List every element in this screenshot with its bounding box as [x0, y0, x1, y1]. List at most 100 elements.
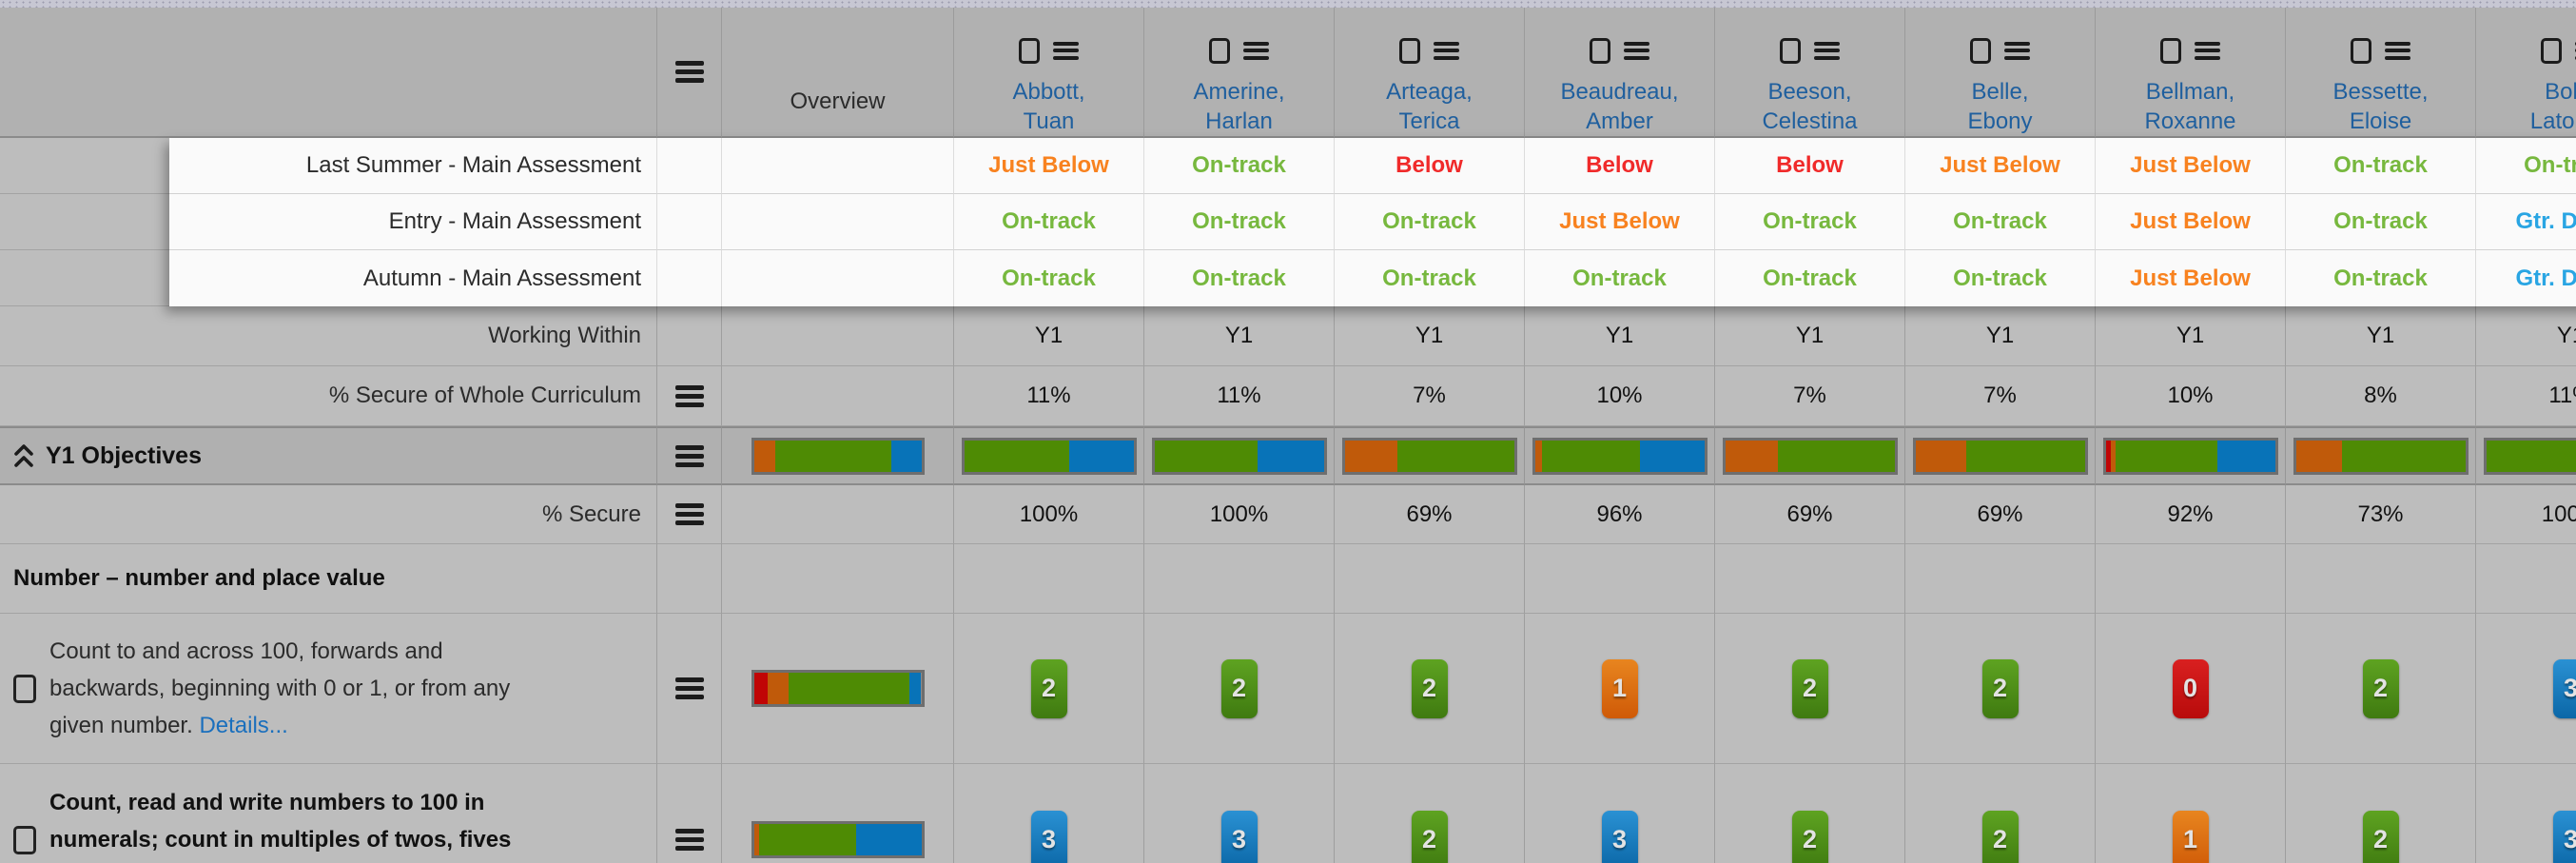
student-header-bessette[interactable]: Bessette, Eloise [2286, 8, 2476, 138]
score-tile[interactable]: 0 [2172, 658, 2209, 718]
details-link[interactable]: Details... [199, 713, 288, 738]
assessment-cell[interactable]: On-track [1525, 250, 1715, 306]
assessment-cell[interactable]: On-track [2476, 138, 2576, 194]
student-header-beeson[interactable]: Beeson, Celestina [1715, 8, 1905, 138]
working-within-cell[interactable]: Y1 [2286, 306, 2476, 366]
assessment-cell[interactable]: On-track [1144, 194, 1335, 250]
score-tile[interactable]: 3 [1601, 810, 1638, 863]
score-tile[interactable]: 2 [1411, 810, 1448, 863]
student-menu-icon[interactable] [2385, 38, 2410, 63]
assessment-cell[interactable]: On-track [2286, 138, 2476, 194]
select-student-checkbox[interactable] [2351, 37, 2371, 64]
student-header-belle[interactable]: Belle, Ebony [1905, 8, 2096, 138]
objective-checkbox[interactable] [13, 674, 36, 703]
assessment-cell[interactable]: Just Below [954, 138, 1144, 194]
assessment-cell[interactable]: Below [1715, 138, 1905, 194]
score-tile[interactable]: 2 [1220, 658, 1258, 718]
objective-checkbox[interactable] [13, 825, 36, 854]
score-tile[interactable]: 3 [2552, 810, 2576, 863]
score-tile[interactable]: 2 [2362, 658, 2399, 718]
assessment-cell[interactable]: Just Below [1525, 194, 1715, 250]
student-menu-icon[interactable] [1434, 38, 1459, 63]
working-within-cell[interactable]: Y1 [2476, 306, 2576, 366]
assessment-cell[interactable]: Just Below [2096, 194, 2286, 250]
assessment-cell[interactable]: Just Below [2096, 250, 2286, 306]
assessment-cell[interactable]: Below [1525, 138, 1715, 194]
working-within-cell[interactable]: Y1 [1905, 306, 2096, 366]
row-menu-cell[interactable] [657, 764, 722, 863]
assessment-cell[interactable]: On-track [2286, 194, 2476, 250]
assessment-cell[interactable]: On-track [1144, 138, 1335, 194]
assessment-cell[interactable]: On-track [1715, 194, 1905, 250]
assessment-cell[interactable]: Just Below [1905, 138, 2096, 194]
row-menu-icon[interactable] [674, 674, 704, 703]
row-label: Last Summer - Main Assessment [169, 138, 657, 194]
score-tile[interactable]: 2 [1981, 658, 2019, 718]
row-menu-icon[interactable] [674, 441, 704, 471]
row-menu-cell[interactable] [657, 426, 722, 485]
student-header-arteaga[interactable]: Arteaga, Terica [1335, 8, 1525, 138]
score-tile[interactable]: 1 [1601, 658, 1638, 718]
assessment-cell[interactable]: Just Below [2096, 138, 2286, 194]
assessment-cell[interactable]: On-track [954, 250, 1144, 306]
score-tile[interactable]: 1 [2172, 810, 2209, 863]
row-menu-cell[interactable] [657, 614, 722, 764]
score-tile[interactable]: 2 [1411, 658, 1448, 718]
select-student-checkbox[interactable] [2160, 37, 2181, 64]
student-header-bold[interactable]: Bold,Latonya [2476, 8, 2576, 138]
working-within-cell[interactable]: Y1 [954, 306, 1144, 366]
header-menu-cell[interactable] [657, 8, 722, 138]
assessment-cell[interactable]: On-track [1144, 250, 1335, 306]
page-top-strip [0, 0, 2576, 8]
score-tile[interactable]: 2 [1791, 658, 1828, 718]
assessment-cell[interactable]: Gtr. Depth [2476, 194, 2576, 250]
student-header-amerine[interactable]: Amerine, Harlan [1144, 8, 1335, 138]
working-within-cell[interactable]: Y1 [1335, 306, 1525, 366]
row-menu-cell[interactable] [657, 366, 722, 426]
student-header-bellman[interactable]: Bellman, Roxanne [2096, 8, 2286, 138]
whole-curriculum-cell: 8% [2286, 366, 2476, 426]
row-menu-icon[interactable] [674, 825, 704, 854]
assessment-cell[interactable]: Below [1335, 138, 1525, 194]
score-tile[interactable]: 3 [1220, 810, 1258, 863]
student-menu-icon[interactable] [2195, 38, 2220, 63]
score-tile[interactable]: 2 [1791, 810, 1828, 863]
collapse-section-icon[interactable] [13, 443, 34, 468]
row-menu-icon[interactable] [674, 500, 704, 529]
score-tile[interactable]: 2 [2362, 810, 2399, 863]
assessment-cell[interactable]: On-track [954, 194, 1144, 250]
student-menu-icon[interactable] [1624, 38, 1649, 63]
assessment-cell[interactable]: On-track [1335, 250, 1525, 306]
row-menu-cell[interactable] [657, 485, 722, 544]
menu-icon[interactable] [674, 57, 704, 87]
working-within-cell[interactable]: Y1 [1715, 306, 1905, 366]
select-student-checkbox[interactable] [1590, 37, 1610, 64]
working-within-cell[interactable]: Y1 [2096, 306, 2286, 366]
select-student-checkbox[interactable] [1209, 37, 1230, 64]
score-tile[interactable]: 3 [1030, 810, 1067, 863]
student-header-abbott[interactable]: Abbott, Tuan [954, 8, 1144, 138]
assessment-cell[interactable]: On-track [1335, 194, 1525, 250]
assessment-cell[interactable]: On-track [1905, 250, 2096, 306]
grid-header-row: Overview Abbott, Tuan Amerine, Harlan Arte… [0, 8, 2576, 138]
select-student-checkbox[interactable] [1019, 37, 1040, 64]
working-within-cell[interactable]: Y1 [1525, 306, 1715, 366]
student-header-beaudreau[interactable]: Beaudreau, Amber [1525, 8, 1715, 138]
assessment-cell[interactable]: On-track [2286, 250, 2476, 306]
score-tile[interactable]: 2 [1030, 658, 1067, 718]
student-menu-icon[interactable] [2004, 38, 2030, 63]
select-student-checkbox[interactable] [2541, 37, 2562, 64]
score-tile[interactable]: 3 [2552, 658, 2576, 718]
row-menu-icon[interactable] [674, 382, 704, 411]
select-student-checkbox[interactable] [1399, 37, 1420, 64]
select-student-checkbox[interactable] [1780, 37, 1801, 64]
student-menu-icon[interactable] [1243, 38, 1269, 63]
working-within-cell[interactable]: Y1 [1144, 306, 1335, 366]
assessment-cell[interactable]: On-track [1715, 250, 1905, 306]
select-student-checkbox[interactable] [1970, 37, 1991, 64]
score-tile[interactable]: 2 [1981, 810, 2019, 863]
student-menu-icon[interactable] [1814, 38, 1840, 63]
assessment-cell[interactable]: Gtr. Depth [2476, 250, 2576, 306]
student-menu-icon[interactable] [1053, 38, 1079, 63]
assessment-cell[interactable]: On-track [1905, 194, 2096, 250]
